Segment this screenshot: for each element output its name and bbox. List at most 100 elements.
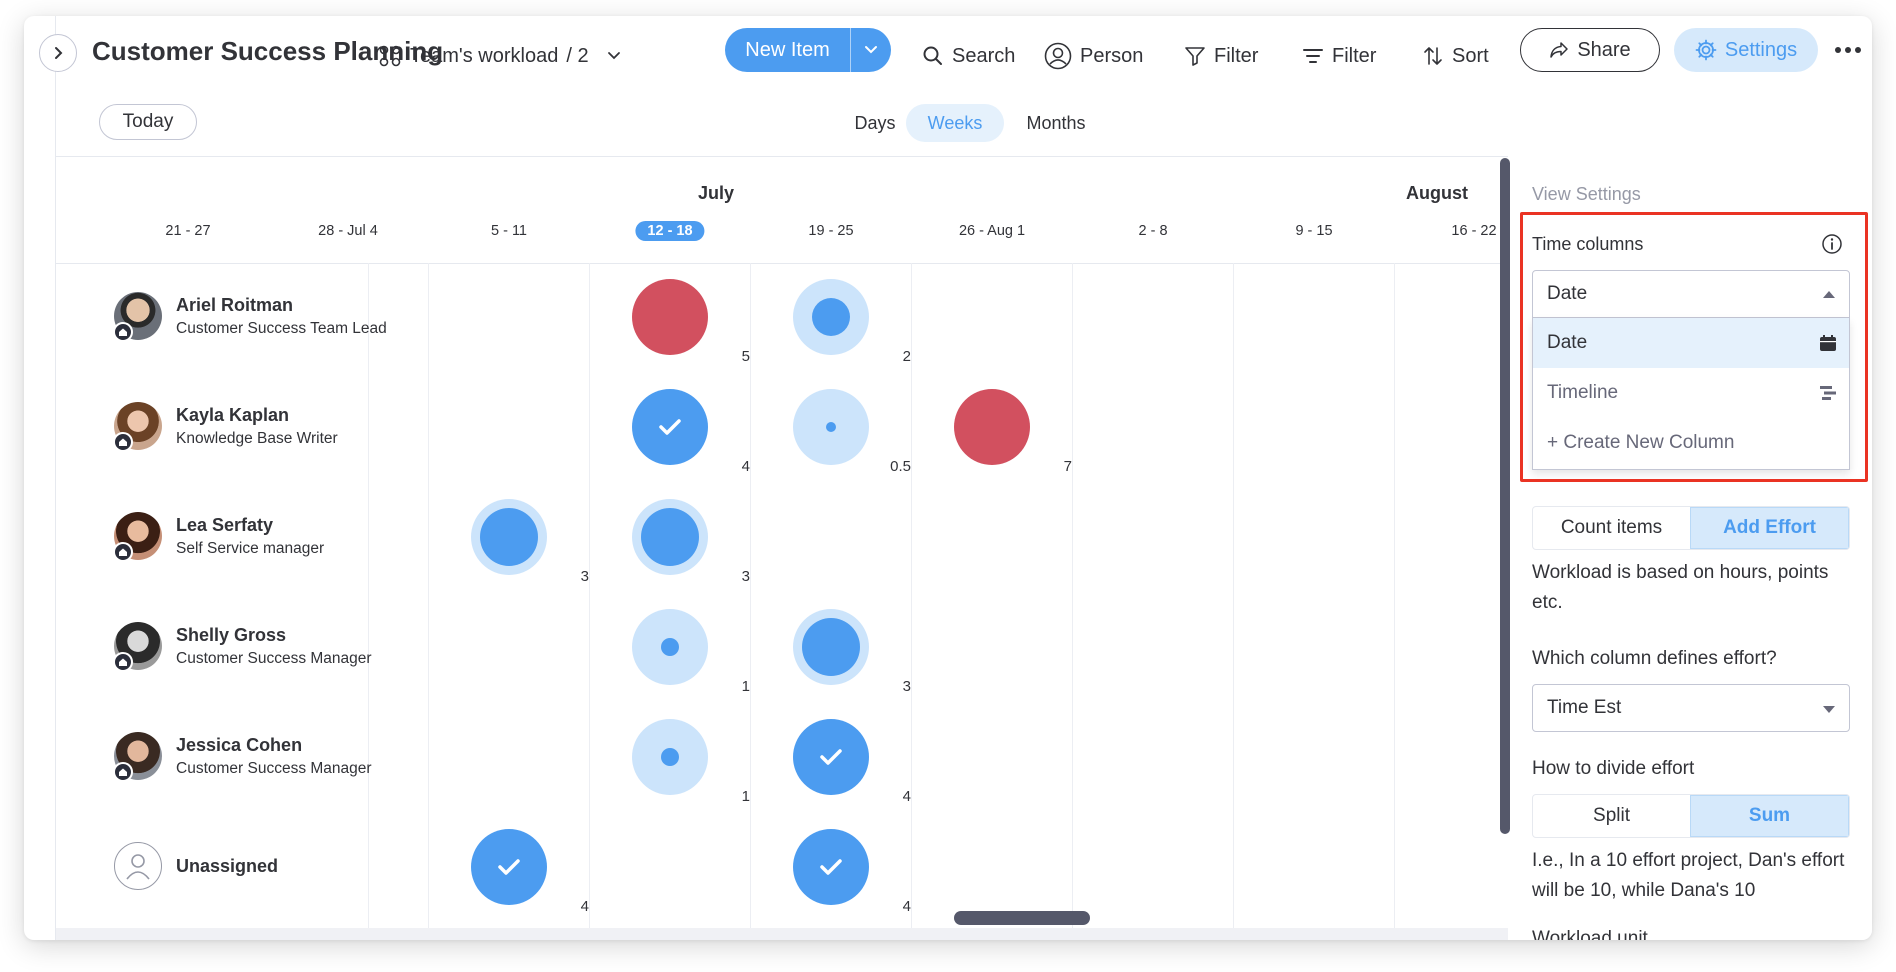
info-icon[interactable] [1820,232,1844,261]
workload-bubble[interactable] [793,279,869,355]
person-row[interactable]: Jessica Cohen Customer Success Manager [113,721,372,791]
view-count: / 2 [566,44,589,67]
person-row[interactable]: Kayla Kaplan Knowledge Base Writer [113,391,338,461]
week-label: 28 - Jul 4 [318,223,378,239]
check-icon [498,859,520,875]
person-role: Customer Success Team Lead [176,319,387,337]
workload-unit-label: Workload unit [1532,928,1648,940]
new-item-label[interactable]: New Item [725,28,851,72]
person-label: Person [1080,44,1144,67]
today-button[interactable]: Today [99,104,197,140]
month-label-july: July [698,183,735,203]
avatar [113,292,162,342]
view-name: Team's workload [410,44,559,67]
view-switcher[interactable]: Team's workload / 2 [378,36,621,76]
workload-count: 1 [741,678,750,695]
sort-button[interactable]: Sort [1422,36,1489,76]
split-option[interactable]: Split [1593,805,1630,826]
effort-column-select[interactable]: Time Est [1532,684,1850,732]
workload-bubble[interactable] [793,389,869,465]
week-label: 26 - Aug 1 [958,223,1026,239]
person-role: Self Service manager [176,539,325,557]
workload-bubble-overloaded[interactable] [632,279,708,355]
effort-description: Workload is based on hours, points etc. [1532,562,1829,613]
calendar-icon [1819,334,1837,358]
workload-count: 7 [1063,458,1072,475]
resize-bar[interactable] [56,928,1872,940]
workload-bubble[interactable] [471,499,547,575]
filter-label-2: Filter [1332,44,1377,67]
workload-fill [641,508,699,566]
check-icon [820,749,842,765]
vertical-scrollbar[interactable] [1500,158,1510,834]
new-item-button[interactable]: New Item [725,28,891,72]
person-role: Knowledge Base Writer [176,429,338,447]
avatar [113,622,162,672]
option-date[interactable]: Date [1533,318,1849,368]
more-options-button[interactable] [1832,38,1864,62]
workload-bubble-overloaded[interactable] [954,389,1030,465]
time-columns-select[interactable]: Date [1532,270,1850,318]
current-week-label: 12 - 18 [635,221,705,241]
workload-bubble[interactable] [632,499,708,575]
person-row[interactable]: Ariel Roitman Customer Success Team Lead [113,281,387,351]
filter-label: Filter [1214,44,1259,67]
workload-type-toggle: Count items Add Effort [1532,506,1850,550]
avatar [113,732,162,782]
scale-months-button[interactable]: Months [1026,112,1086,133]
workload-fill [661,748,679,766]
add-effort-option[interactable]: Add Effort [1690,507,1849,549]
person-row[interactable]: Unassigned [114,831,278,901]
sum-option[interactable]: Sum [1690,795,1849,837]
person-filter-button[interactable]: Person [1044,36,1143,76]
chevron-right-icon [55,47,63,59]
count-items-option[interactable]: Count items [1560,517,1663,538]
workload-count: 3 [741,568,750,585]
advanced-filter-button[interactable]: Filter [1302,36,1376,76]
column-divider [368,263,369,940]
create-new-column-option[interactable]: + Create New Column [1533,418,1849,468]
panel-heading: View Settings [1532,184,1641,204]
filter-button[interactable]: Filter [1184,36,1258,76]
chevron-up-icon [1823,291,1835,298]
person-placeholder-icon [126,854,150,880]
search-icon [923,46,942,65]
workload-timeline: July August 21 - 27 28 - Jul 4 5 - 11 12… [56,156,1508,940]
workload-count: 0.5 [890,458,911,475]
workload-bubble[interactable] [632,719,708,795]
option-label: Timeline [1547,382,1619,403]
month-label-august: August [1406,183,1468,203]
workload-count: 1 [741,788,750,805]
week-label: 16 - 22 [1451,223,1497,239]
column-divider [1233,263,1234,940]
workload-bubble[interactable] [632,609,708,685]
share-button[interactable]: Share [1520,28,1660,72]
workload-fill [802,618,860,676]
horizontal-scrollbar[interactable] [954,911,1090,925]
workload-bubble-complete[interactable] [471,829,547,905]
person-row[interactable]: Shelly Gross Customer Success Manager [113,611,372,681]
settings-button[interactable]: Settings [1674,28,1818,72]
workload-count: 3 [580,568,589,585]
scale-days-button[interactable]: Days [854,112,896,133]
workload-count: 4 [741,458,750,475]
column-divider [589,263,590,940]
workload-fill [661,638,679,656]
dot-icon [1835,47,1841,53]
workload-bubble-complete[interactable] [632,389,708,465]
workload-bubble-complete[interactable] [793,829,869,905]
new-item-dropdown-button[interactable] [851,28,891,72]
option-timeline[interactable]: Timeline [1533,368,1849,418]
effort-column-label: Which column defines effort? [1532,648,1777,669]
search-button[interactable]: Search [922,36,1015,76]
workload-bubble-complete[interactable] [793,719,869,795]
workload-bubble[interactable] [793,609,869,685]
expand-sidebar-button[interactable] [39,34,77,72]
person-name: Lea Serfaty [176,514,274,535]
week-label: 19 - 25 [808,223,854,239]
scale-weeks-button[interactable]: Weeks [906,104,1004,142]
person-role: Customer Success Manager [176,759,372,777]
person-row[interactable]: Lea Serfaty Self Service manager [113,501,325,571]
column-divider [750,263,751,940]
home-icon [113,322,133,342]
